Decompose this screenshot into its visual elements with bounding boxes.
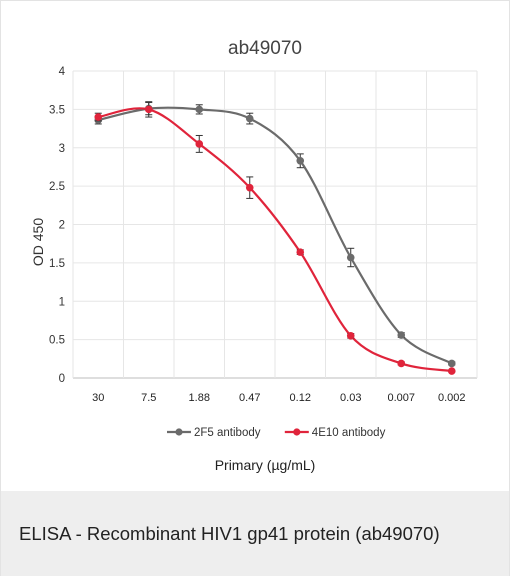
caption-text: ELISA - Recombinant HIV1 gp41 protein (a… bbox=[19, 522, 440, 544]
data-point bbox=[346, 253, 355, 262]
y-tick-label: 3 bbox=[59, 143, 65, 155]
series-line bbox=[98, 107, 452, 373]
data-point bbox=[245, 183, 254, 192]
data-point bbox=[195, 140, 204, 148]
elisa-line-chart: ab49070 0 0.5 1 1.5 2 2.5 3 3.5 4 30 7.5 1.88 0.47 0… bbox=[30, 38, 478, 473]
data-point bbox=[346, 331, 355, 340]
y-axis-label: OD 450 bbox=[30, 218, 46, 266]
series-2 bbox=[94, 101, 456, 375]
y-tick-label: 2 bbox=[59, 220, 65, 232]
series-line bbox=[98, 106, 453, 365]
data-point bbox=[397, 359, 406, 368]
x-tick-label: 1.88 bbox=[189, 392, 210, 404]
data-point bbox=[94, 113, 103, 121]
y-tick-label: 2.5 bbox=[49, 181, 65, 193]
legend-item-1: 2F5 antibody bbox=[167, 427, 261, 439]
y-tick-label: 4 bbox=[59, 66, 66, 78]
data-point bbox=[195, 105, 204, 114]
data-point bbox=[447, 367, 456, 375]
x-axis-label: Primary (µg/mL) bbox=[215, 457, 316, 473]
data-series bbox=[94, 101, 456, 375]
gridlines bbox=[72, 70, 478, 379]
y-tick-label: 0.5 bbox=[49, 335, 65, 347]
y-tick-label: 3.5 bbox=[49, 104, 65, 116]
legend-swatch-marker bbox=[175, 428, 183, 436]
y-tick-label: 0 bbox=[59, 373, 65, 385]
data-point bbox=[447, 359, 456, 368]
x-axis-ticks: 30 7.5 1.88 0.47 0.12 0.03 0.007 0.002 bbox=[92, 392, 465, 404]
y-tick-label: 1 bbox=[59, 296, 65, 308]
legend: 2F5 antibody 4E10 antibody bbox=[167, 427, 386, 439]
data-point bbox=[397, 331, 406, 339]
plot-area: ab49070 0 0.5 1 1.5 2 2.5 3 3.5 4 30 7.5 1.88 0.47 0… bbox=[7, 7, 505, 491]
legend-item-2: 4E10 antibody bbox=[284, 427, 386, 439]
y-tick-label: 1.5 bbox=[49, 258, 65, 270]
figure-caption: ELISA - Recombinant HIV1 gp41 protein (a… bbox=[1, 491, 509, 576]
x-tick-label: 30 bbox=[92, 392, 104, 404]
y-axis-ticks: 0 0.5 1 1.5 2 2.5 3 3.5 4 bbox=[49, 66, 66, 385]
legend-swatch-marker bbox=[293, 428, 301, 436]
x-tick-label: 0.12 bbox=[290, 392, 311, 404]
chart-title: ab49070 bbox=[228, 38, 302, 59]
x-tick-label: 0.007 bbox=[387, 392, 415, 404]
x-tick-label: 7.5 bbox=[141, 392, 156, 404]
data-point bbox=[144, 105, 153, 114]
legend-label: 2F5 antibody bbox=[194, 427, 261, 439]
x-tick-label: 0.47 bbox=[239, 392, 260, 404]
data-point bbox=[245, 114, 254, 123]
data-point bbox=[296, 156, 305, 165]
legend-label: 4E10 antibody bbox=[312, 427, 386, 439]
x-tick-label: 0.03 bbox=[340, 392, 361, 404]
x-tick-label: 0.002 bbox=[438, 392, 466, 404]
data-point bbox=[296, 248, 305, 256]
